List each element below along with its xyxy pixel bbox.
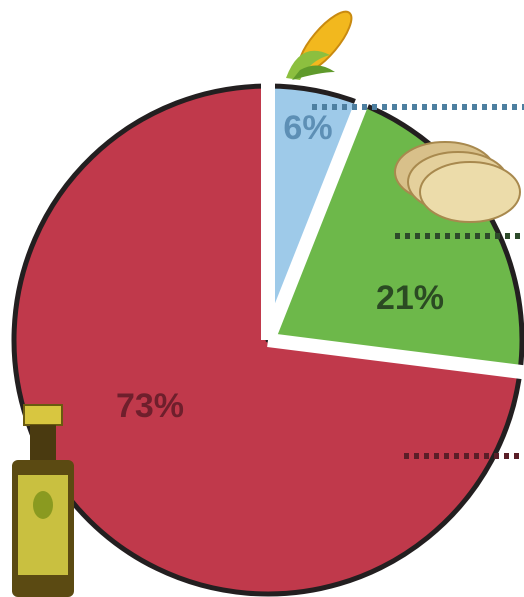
slice-label: 6% bbox=[283, 109, 332, 147]
chart: 6% 21% 73% bbox=[0, 0, 524, 597]
corn-icon bbox=[286, 5, 359, 80]
slice-label: 21% bbox=[376, 279, 444, 317]
slice-label: 73% bbox=[116, 387, 184, 425]
